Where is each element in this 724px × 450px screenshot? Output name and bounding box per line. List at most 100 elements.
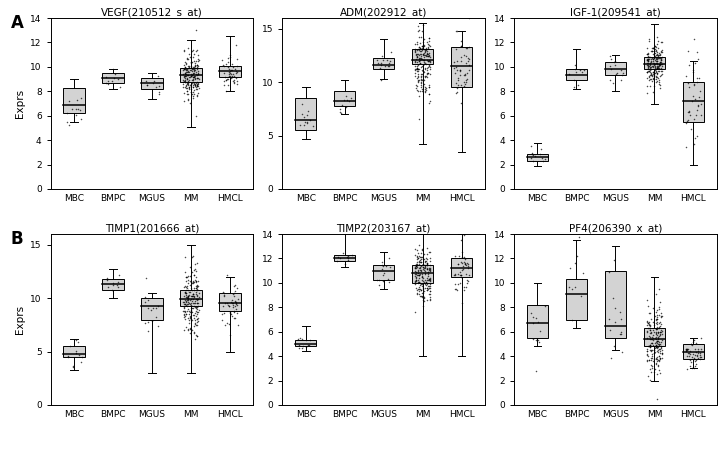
- Point: [178, 313, 190, 320]
- Point: [644, 344, 655, 351]
- Point: [413, 288, 425, 295]
- Point: [644, 336, 656, 343]
- Point: [411, 75, 423, 82]
- Point: [346, 251, 358, 258]
- Point: [180, 284, 191, 291]
- Point: [188, 71, 199, 78]
- Point: [651, 315, 662, 323]
- Point: [418, 51, 429, 59]
- Point: [193, 57, 204, 64]
- Point: [651, 339, 662, 346]
- Point: [184, 74, 195, 81]
- Point: [410, 273, 421, 280]
- Point: [109, 70, 120, 77]
- Point: [182, 272, 194, 279]
- Point: [191, 315, 203, 322]
- Point: [418, 297, 429, 304]
- Point: [178, 301, 190, 308]
- Point: [642, 373, 654, 380]
- Point: [416, 42, 428, 50]
- Point: [185, 81, 197, 88]
- Point: [224, 302, 235, 309]
- Point: [190, 295, 202, 302]
- Point: [181, 300, 193, 307]
- Point: [151, 304, 162, 311]
- Point: [641, 296, 653, 303]
- Point: [458, 284, 470, 291]
- Point: [411, 58, 423, 66]
- Point: [617, 70, 628, 77]
- Point: [571, 253, 582, 260]
- Title: TIMP2(203167_at): TIMP2(203167_at): [337, 223, 431, 234]
- Point: [413, 261, 425, 268]
- Point: [72, 351, 84, 358]
- Point: [685, 341, 696, 348]
- Point: [651, 46, 662, 54]
- Point: [654, 61, 666, 68]
- Point: [460, 283, 472, 290]
- Point: [647, 364, 658, 372]
- Point: [190, 112, 202, 120]
- Bar: [526, 305, 548, 338]
- Point: [189, 297, 201, 304]
- Point: [190, 83, 202, 90]
- Point: [656, 349, 668, 356]
- Point: [645, 361, 657, 369]
- Point: [458, 223, 470, 230]
- Point: [419, 65, 431, 72]
- Point: [224, 68, 236, 75]
- Point: [188, 293, 199, 300]
- Point: [694, 356, 706, 363]
- Point: [642, 352, 654, 360]
- Point: [188, 284, 199, 292]
- Point: [345, 95, 357, 102]
- Point: [641, 44, 653, 51]
- Point: [641, 303, 653, 310]
- Point: [342, 96, 353, 104]
- Point: [642, 325, 654, 332]
- Point: [192, 75, 203, 82]
- Point: [413, 285, 424, 292]
- Point: [181, 76, 193, 83]
- Point: [222, 75, 234, 82]
- Point: [654, 332, 665, 339]
- Point: [409, 62, 421, 69]
- Point: [643, 73, 654, 80]
- Point: [191, 310, 203, 318]
- Point: [458, 13, 470, 20]
- Point: [651, 348, 662, 355]
- Point: [684, 347, 696, 354]
- Point: [414, 264, 426, 271]
- Point: [107, 279, 119, 286]
- Point: [654, 48, 666, 55]
- Point: [180, 82, 192, 90]
- Point: [648, 69, 660, 76]
- Point: [418, 293, 429, 300]
- Point: [423, 40, 434, 47]
- Point: [413, 65, 425, 72]
- Point: [186, 58, 198, 66]
- Point: [178, 72, 190, 79]
- Point: [644, 59, 655, 67]
- Point: [539, 156, 551, 163]
- Point: [641, 317, 653, 324]
- Point: [375, 61, 387, 68]
- Point: [421, 282, 432, 289]
- Point: [185, 306, 197, 313]
- Point: [343, 97, 355, 104]
- Point: [417, 266, 429, 273]
- Point: [185, 305, 197, 312]
- Point: [185, 278, 197, 285]
- Point: [681, 365, 693, 373]
- Point: [411, 63, 423, 70]
- Point: [644, 59, 656, 67]
- Point: [301, 119, 313, 126]
- Point: [177, 79, 189, 86]
- Point: [421, 51, 433, 58]
- Point: [191, 79, 203, 86]
- Point: [691, 74, 703, 81]
- Point: [412, 271, 424, 279]
- Point: [648, 356, 660, 363]
- Point: [650, 343, 662, 351]
- Bar: [373, 265, 395, 280]
